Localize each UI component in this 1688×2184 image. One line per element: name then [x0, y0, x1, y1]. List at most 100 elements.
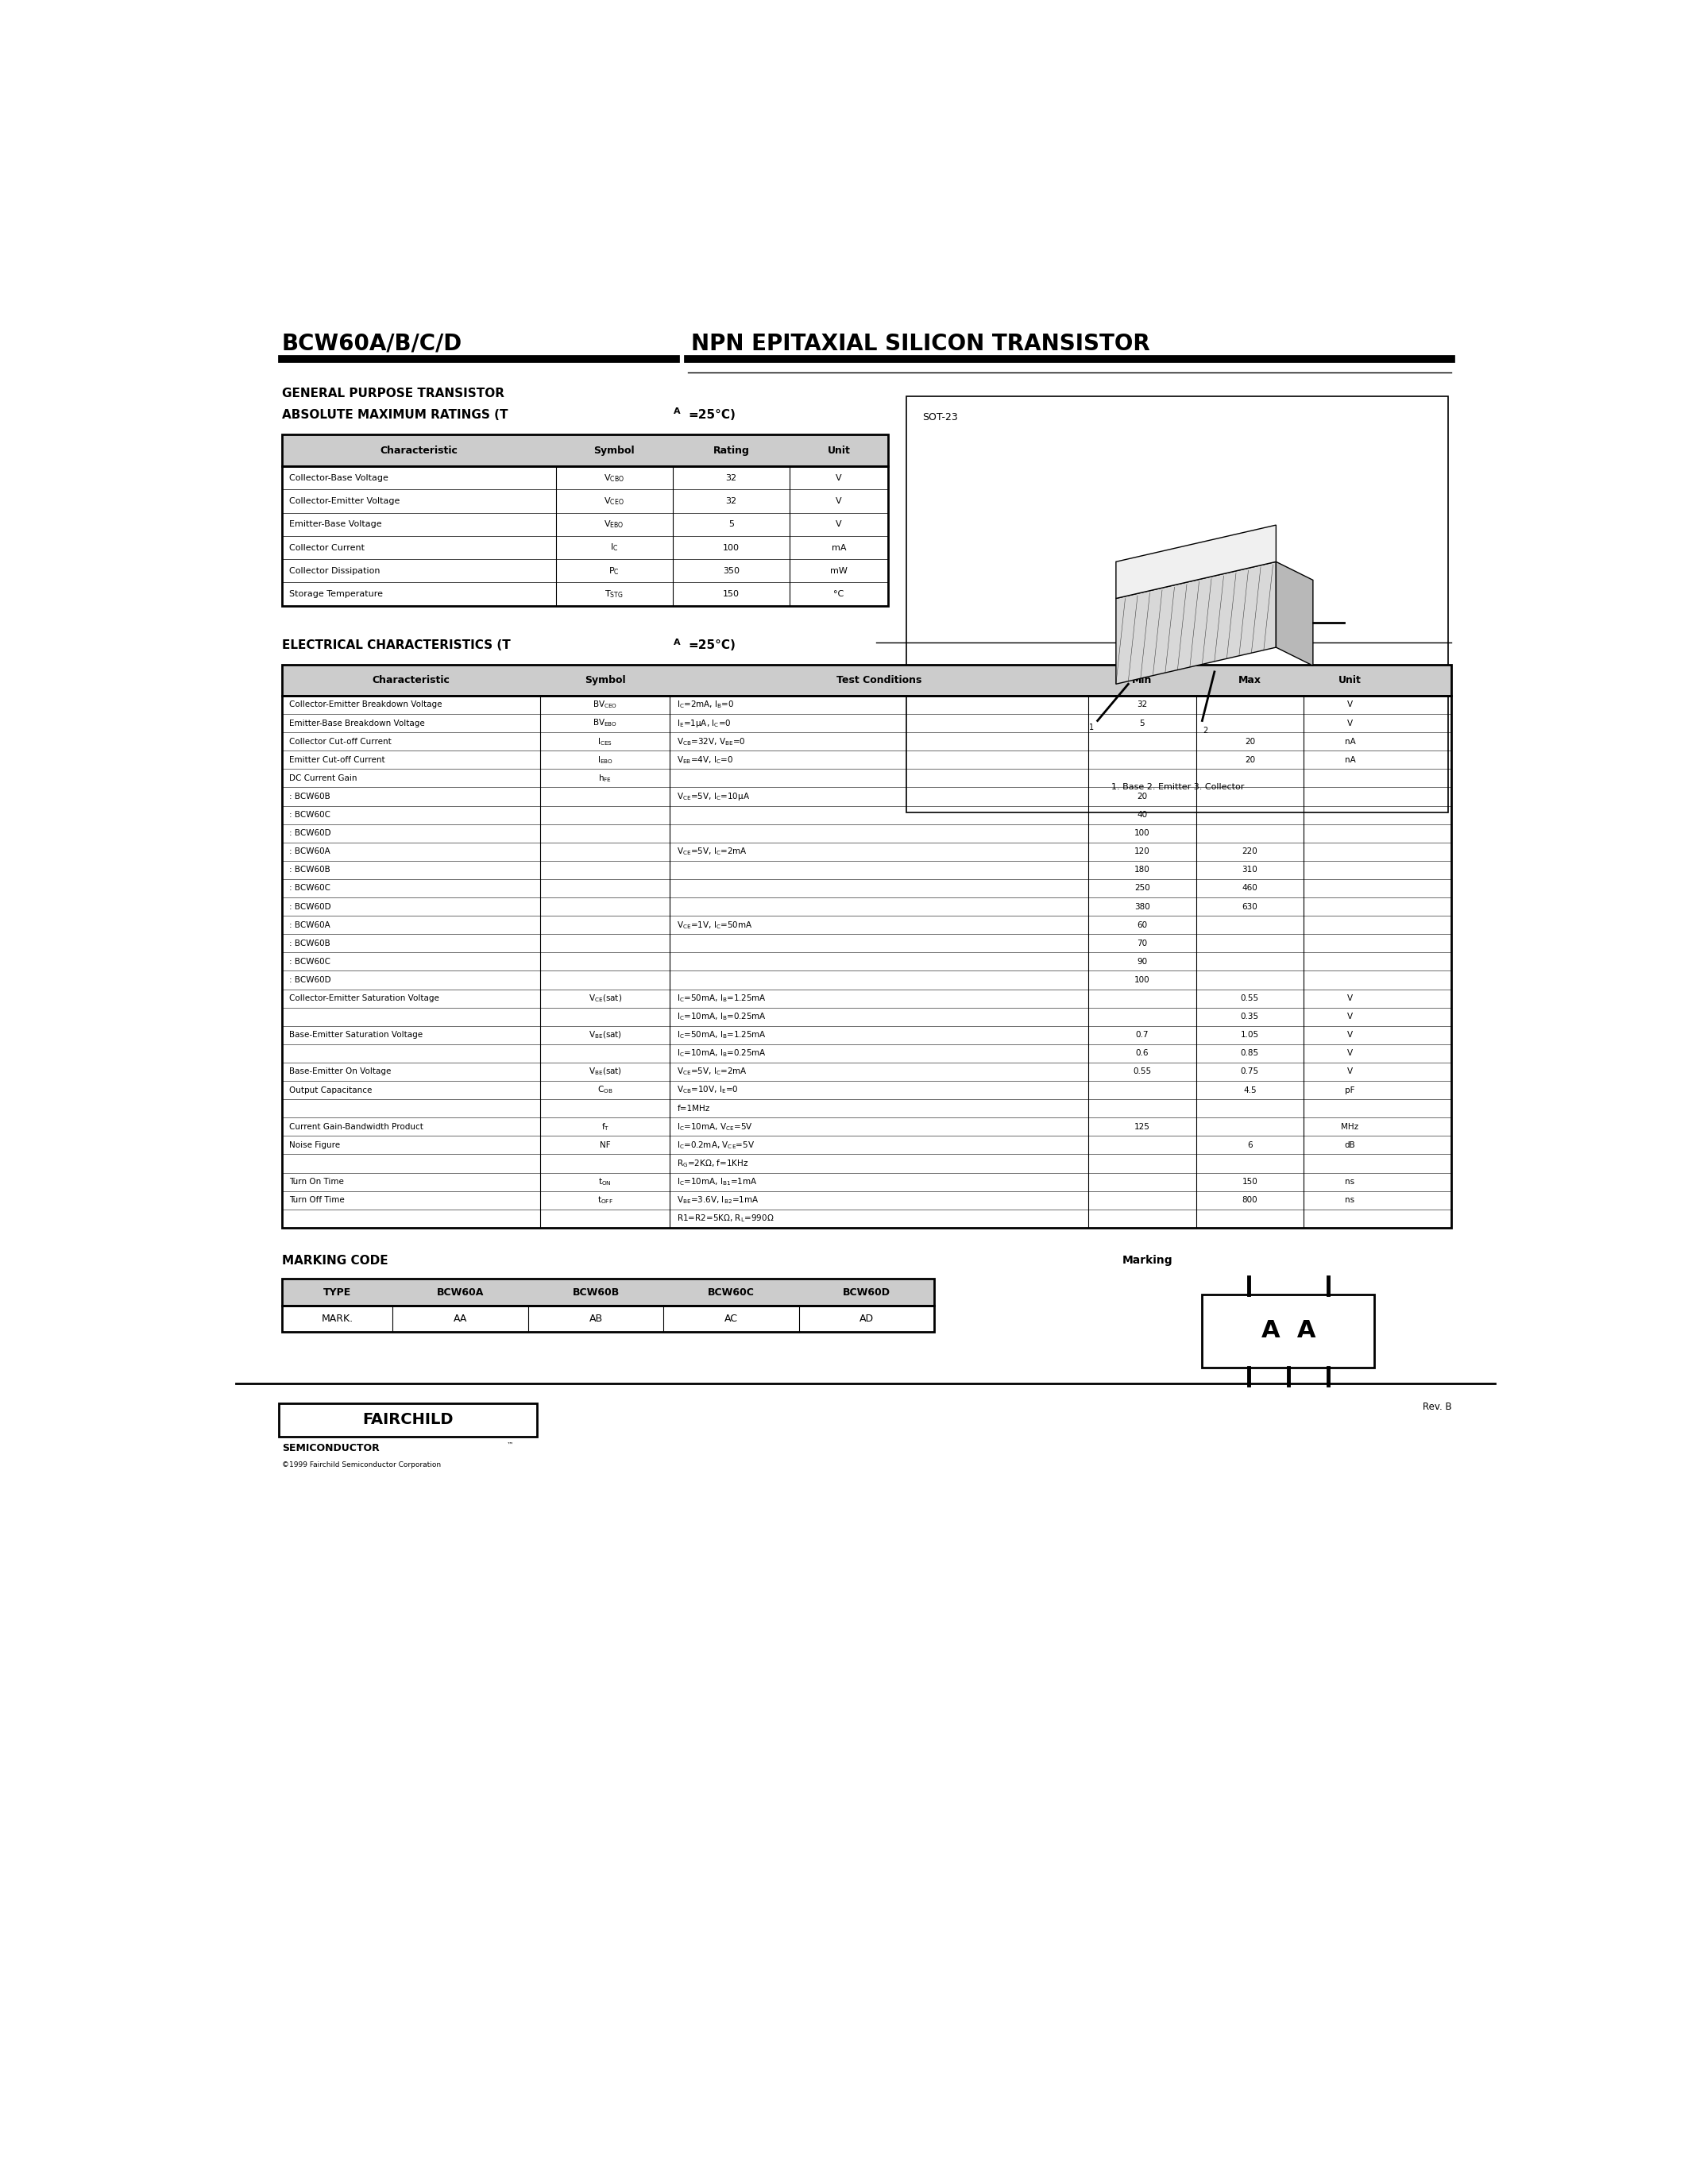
Text: AC: AC	[724, 1313, 738, 1324]
Text: : BCW60A: : BCW60A	[289, 922, 331, 928]
Text: 250: 250	[1134, 885, 1150, 893]
Text: BCW60D: BCW60D	[842, 1286, 891, 1297]
Text: Collector Dissipation: Collector Dissipation	[289, 568, 380, 574]
Text: 4.5: 4.5	[1244, 1085, 1256, 1094]
Text: 5: 5	[1139, 719, 1144, 727]
Text: $\mathregular{V_{CEO}}$: $\mathregular{V_{CEO}}$	[604, 496, 625, 507]
Text: $\mathregular{T_{STG}}$: $\mathregular{T_{STG}}$	[604, 590, 623, 601]
Text: AB: AB	[589, 1313, 603, 1324]
Text: $\mathregular{f_T}$: $\mathregular{f_T}$	[601, 1120, 609, 1131]
Text: A: A	[674, 408, 680, 415]
Text: Test Conditions: Test Conditions	[836, 675, 922, 686]
Text: 0.6: 0.6	[1136, 1051, 1148, 1057]
Text: $\mathregular{t_{OFF}}$: $\mathregular{t_{OFF}}$	[598, 1195, 613, 1206]
Text: 100: 100	[1134, 976, 1150, 985]
Text: AA: AA	[454, 1313, 468, 1324]
Text: Emitter-Base Voltage: Emitter-Base Voltage	[289, 520, 381, 529]
Text: Max: Max	[1239, 675, 1261, 686]
Text: 2: 2	[1204, 727, 1207, 734]
Text: TYPE: TYPE	[322, 1286, 351, 1297]
Text: $\mathregular{h_{FE}}$: $\mathregular{h_{FE}}$	[598, 773, 611, 784]
Polygon shape	[1116, 524, 1276, 598]
Text: 150: 150	[722, 590, 739, 598]
Text: $\mathregular{V_{CE}}$=5V, $\mathregular{I_C}$=2mA: $\mathregular{V_{CE}}$=5V, $\mathregular…	[677, 845, 748, 856]
Text: V: V	[1347, 1068, 1352, 1077]
Text: 32: 32	[726, 498, 736, 505]
Text: $\mathregular{I_C}$: $\mathregular{I_C}$	[609, 542, 618, 553]
Text: GENERAL PURPOSE TRANSISTOR: GENERAL PURPOSE TRANSISTOR	[282, 387, 505, 400]
Text: $\mathregular{P_C}$: $\mathregular{P_C}$	[609, 566, 619, 577]
Bar	[282, 1306, 935, 1332]
Text: 380: 380	[1134, 902, 1150, 911]
Text: V: V	[836, 520, 842, 529]
Text: 6: 6	[1247, 1142, 1252, 1149]
Text: Turn On Time: Turn On Time	[289, 1177, 344, 1186]
Text: ™: ™	[506, 1441, 513, 1448]
Text: $\mathregular{V_{EBO}}$: $\mathregular{V_{EBO}}$	[604, 520, 625, 531]
Text: 310: 310	[1242, 867, 1258, 874]
Text: f=1MHz: f=1MHz	[677, 1105, 709, 1112]
Text: Symbol: Symbol	[594, 446, 635, 456]
Text: ABSOLUTE MAXIMUM RATINGS (T: ABSOLUTE MAXIMUM RATINGS (T	[282, 408, 508, 422]
Text: 0.7: 0.7	[1136, 1031, 1148, 1040]
Text: $\mathregular{BV_{EBO}}$: $\mathregular{BV_{EBO}}$	[592, 719, 618, 729]
Text: Emitter Cut-off Current: Emitter Cut-off Current	[289, 756, 385, 764]
Text: $\mathregular{V_{BE}}$=3.6V, $\mathregular{I_{B2}}$=1mA: $\mathregular{V_{BE}}$=3.6V, $\mathregul…	[677, 1195, 760, 1206]
Text: $\mathregular{I_{CES}}$: $\mathregular{I_{CES}}$	[598, 736, 613, 747]
Text: Output Capacitance: Output Capacitance	[289, 1085, 371, 1094]
Text: V: V	[1347, 1051, 1352, 1057]
Text: NF: NF	[599, 1142, 611, 1149]
Text: $\mathregular{V_{CE}}$=5V, $\mathregular{I_C}$=10µA: $\mathregular{V_{CE}}$=5V, $\mathregular…	[677, 791, 749, 802]
Bar	[906, 397, 1448, 812]
Text: Rev. B: Rev. B	[1423, 1402, 1452, 1413]
Text: pF: pF	[1345, 1085, 1355, 1094]
Bar	[282, 467, 888, 605]
Text: MARKING CODE: MARKING CODE	[282, 1256, 388, 1267]
Text: $\mathregular{V_{EB}}$=4V, $\mathregular{I_C}$=0: $\mathregular{V_{EB}}$=4V, $\mathregular…	[677, 753, 734, 764]
Text: 125: 125	[1134, 1123, 1150, 1131]
Text: 32: 32	[726, 474, 736, 483]
Bar	[282, 1278, 935, 1306]
Text: V: V	[1347, 994, 1352, 1002]
Text: $\mathregular{I_C}$=50mA, $\mathregular{I_B}$=1.25mA: $\mathregular{I_C}$=50mA, $\mathregular{…	[677, 1029, 766, 1040]
Text: $\mathregular{V_{CE}(sat)}$: $\mathregular{V_{CE}(sat)}$	[587, 994, 621, 1005]
Text: V: V	[836, 474, 842, 483]
Text: 5: 5	[729, 520, 734, 529]
Text: BCW60A/B/C/D: BCW60A/B/C/D	[282, 332, 463, 354]
Text: : BCW60B: : BCW60B	[289, 939, 331, 948]
Text: 20: 20	[1244, 738, 1256, 745]
Text: nA: nA	[1344, 738, 1355, 745]
Text: Marking: Marking	[1123, 1256, 1173, 1267]
Text: : BCW60D: : BCW60D	[289, 976, 331, 985]
Text: BCW60C: BCW60C	[707, 1286, 755, 1297]
Text: 70: 70	[1138, 939, 1148, 948]
Text: AD: AD	[859, 1313, 874, 1324]
Text: 630: 630	[1242, 902, 1258, 911]
Text: $\mathregular{I_E}$=1µA, $\mathregular{I_C}$=0: $\mathregular{I_E}$=1µA, $\mathregular{I…	[677, 719, 731, 729]
Text: SEMICONDUCTOR: SEMICONDUCTOR	[282, 1444, 380, 1452]
Text: dB: dB	[1344, 1142, 1355, 1149]
Text: Turn Off Time: Turn Off Time	[289, 1197, 344, 1203]
Text: 20: 20	[1138, 793, 1148, 802]
Text: $\mathregular{V_{CE}}$=1V, $\mathregular{I_C}$=50mA: $\mathregular{V_{CE}}$=1V, $\mathregular…	[677, 919, 753, 930]
Text: $\mathregular{I_C}$=10mA, $\mathregular{I_B}$=0.25mA: $\mathregular{I_C}$=10mA, $\mathregular{…	[677, 1048, 766, 1059]
Text: : BCW60A: : BCW60A	[289, 847, 331, 856]
Text: 460: 460	[1242, 885, 1258, 893]
Polygon shape	[1116, 561, 1276, 684]
Text: 1: 1	[1089, 723, 1094, 732]
Text: °C: °C	[834, 590, 844, 598]
Text: BCW60B: BCW60B	[572, 1286, 619, 1297]
Text: Collector Current: Collector Current	[289, 544, 365, 553]
Text: 0.75: 0.75	[1241, 1068, 1259, 1077]
Bar	[1202, 1295, 1374, 1367]
Text: MARK.: MARK.	[321, 1313, 353, 1324]
Text: R1=R2=5KΩ, $\mathregular{R_L}$=990Ω: R1=R2=5KΩ, $\mathregular{R_L}$=990Ω	[677, 1212, 775, 1223]
Text: $\mathregular{I_C}$=2mA, $\mathregular{I_B}$=0: $\mathregular{I_C}$=2mA, $\mathregular{I…	[677, 699, 734, 710]
Text: Characteristic: Characteristic	[371, 675, 451, 686]
Text: $\mathregular{I_C}$=10mA, $\mathregular{I_B}$=0.25mA: $\mathregular{I_C}$=10mA, $\mathregular{…	[677, 1011, 766, 1022]
Text: DC Current Gain: DC Current Gain	[289, 775, 358, 782]
Text: FAIRCHILD: FAIRCHILD	[363, 1413, 454, 1428]
Text: nA: nA	[1344, 756, 1355, 764]
Text: Symbol: Symbol	[584, 675, 626, 686]
Text: Min: Min	[1133, 675, 1153, 686]
